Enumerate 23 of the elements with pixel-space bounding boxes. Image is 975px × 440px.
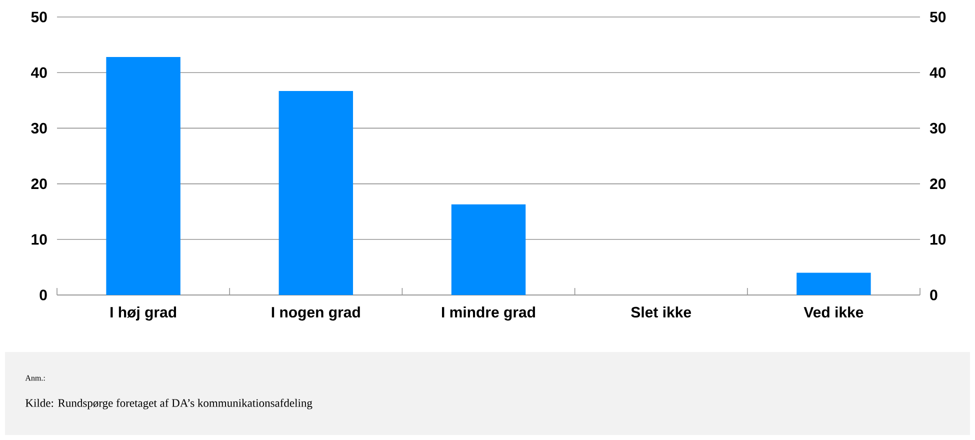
y-tick-label: 0: [40, 290, 47, 300]
x-tick-label: Slet ikke: [631, 306, 692, 318]
bar: [451, 204, 526, 295]
y-tick-label: 40: [31, 67, 47, 78]
y2-tick-label: 0: [930, 290, 938, 300]
y2-tick-label: 20: [930, 178, 946, 190]
x-tick-label: I mindre grad: [442, 306, 536, 321]
y2-tick-label: 10: [930, 234, 946, 245]
y-tick-label: 20: [31, 178, 47, 190]
y-tick-label: 10: [32, 234, 47, 245]
y-tick-label: 50: [31, 12, 47, 22]
y2-tick-label: 30: [930, 122, 946, 134]
text: Anm.:: [25, 375, 45, 381]
x-tick-label: I høj grad: [110, 306, 176, 321]
bar: [796, 272, 871, 295]
text: Kilde: Rundspørge foretaget af DA’s kommunikationsafdeling: [26, 398, 312, 410]
y2-tick-label: 50: [930, 12, 946, 22]
x-tick-label: Ved ikke: [804, 306, 864, 318]
bar: [278, 90, 354, 295]
y2-tick-label: 40: [930, 67, 946, 78]
x-tick-label: I nogen grad: [272, 306, 360, 321]
bar: [106, 57, 180, 295]
y-tick-label: 30: [31, 122, 47, 134]
